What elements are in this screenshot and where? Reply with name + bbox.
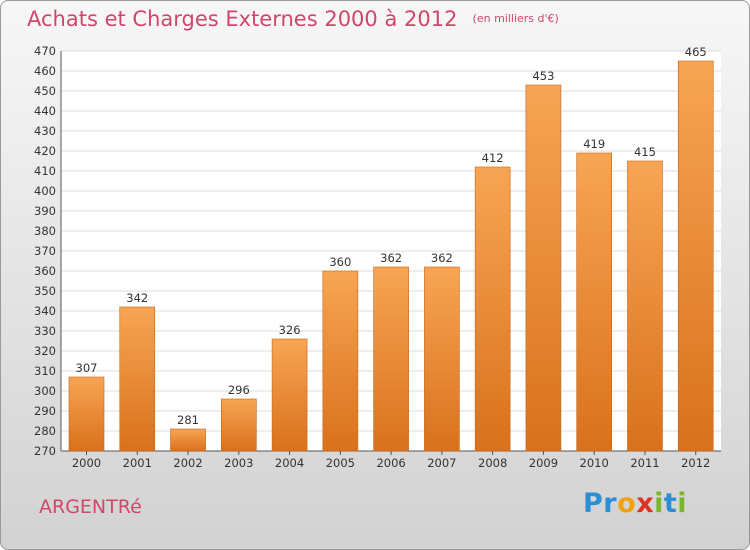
- x-tick-label: 2001: [123, 456, 152, 470]
- data-label: 412: [482, 151, 504, 165]
- data-label: 415: [634, 145, 656, 159]
- logo-letter: i: [677, 488, 688, 519]
- bar: [525, 84, 562, 452]
- data-label: 362: [431, 251, 453, 265]
- data-label: 342: [126, 291, 148, 305]
- x-tick-label: 2007: [427, 456, 456, 470]
- bar: [170, 428, 206, 452]
- y-tick-label: 330: [34, 324, 56, 338]
- bar: [677, 60, 714, 452]
- data-label: 465: [685, 45, 707, 59]
- bar: [576, 152, 612, 452]
- y-tick-label: 350: [34, 284, 56, 298]
- logo-letter: o: [617, 488, 637, 519]
- bar: [221, 398, 257, 452]
- y-tick-label: 400: [34, 184, 56, 198]
- x-tick-label: 2009: [529, 456, 558, 470]
- bar: [322, 270, 359, 452]
- title-block: Achats et Charges Externes 2000 à 2012 (…: [27, 7, 559, 31]
- x-tick-label: 2006: [376, 456, 405, 470]
- x-tick-label: 2004: [275, 456, 304, 470]
- data-label: 360: [329, 255, 351, 269]
- y-tick-label: 320: [34, 344, 56, 358]
- x-tick-label: 2010: [580, 456, 609, 470]
- y-tick-label: 470: [34, 44, 56, 58]
- data-label: 419: [583, 137, 605, 151]
- bar: [474, 166, 511, 452]
- y-tick-label: 440: [34, 104, 56, 118]
- y-tick-label: 310: [34, 364, 56, 378]
- data-label: 296: [228, 383, 250, 397]
- bar: [68, 376, 105, 452]
- y-tick-label: 450: [34, 84, 56, 98]
- data-label: 362: [380, 251, 402, 265]
- logo-letter: t: [663, 488, 678, 519]
- bar: [627, 160, 663, 452]
- logo-letter: r: [603, 488, 618, 519]
- y-tick-label: 270: [34, 444, 56, 458]
- data-label: 281: [177, 413, 199, 427]
- y-tick-label: 360: [34, 264, 56, 278]
- bar: [424, 266, 460, 452]
- x-tick-label: 2005: [326, 456, 355, 470]
- commune-name: ARGENTRé: [39, 496, 142, 518]
- bar: [271, 338, 308, 452]
- logo-letter: i: [654, 488, 664, 519]
- y-tick-label: 460: [34, 64, 56, 78]
- x-tick-label: 2008: [478, 456, 507, 470]
- y-tick-label: 280: [34, 424, 56, 438]
- chart-title: Achats et Charges Externes 2000 à 2012: [27, 7, 458, 31]
- y-tick-label: 410: [34, 164, 56, 178]
- y-tick-label: 370: [34, 244, 56, 258]
- chart-unit: (en milliers d'€): [472, 12, 559, 25]
- data-label: 307: [76, 361, 98, 375]
- x-tick-label: 2012: [681, 456, 710, 470]
- y-tick-label: 300: [34, 384, 56, 398]
- proxiti-logo: Proxiti: [583, 488, 687, 519]
- x-tick-label: 2003: [224, 456, 253, 470]
- y-tick-label: 290: [34, 404, 56, 418]
- logo-letter: P: [583, 488, 604, 519]
- logo-letter: x: [636, 488, 655, 519]
- y-tick-label: 340: [34, 304, 56, 318]
- y-tick-label: 430: [34, 124, 56, 138]
- data-label: 453: [532, 69, 554, 83]
- bar: [119, 306, 156, 452]
- y-tick-label: 420: [34, 144, 56, 158]
- y-tick-label: 380: [34, 224, 56, 238]
- x-tick-label: 2002: [173, 456, 202, 470]
- bar: [373, 266, 409, 452]
- x-tick-label: 2000: [72, 456, 101, 470]
- data-label: 326: [279, 323, 301, 337]
- y-tick-label: 390: [34, 204, 56, 218]
- x-tick-label: 2011: [630, 456, 659, 470]
